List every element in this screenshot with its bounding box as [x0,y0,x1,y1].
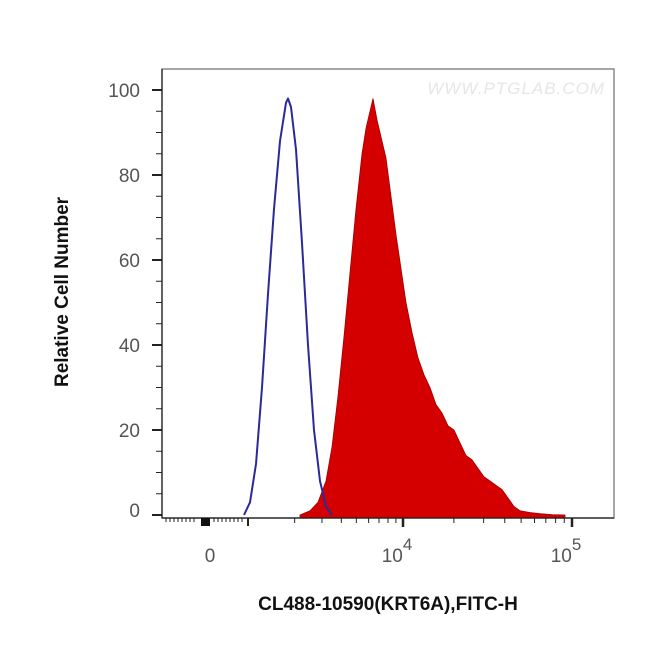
y-axis [152,69,163,518]
x-tick-label-0: 0 [205,546,216,567]
control-histogram-outline [243,97,333,516]
y-tick-label-0: 0 [129,501,140,522]
x-axis-title: CL488-10590(KRT6A),FITC-H [258,594,518,615]
x-axis: 0 104 105 [162,517,614,567]
y-axis-title: Relative Cell Number [52,196,73,387]
y-tick-label-20: 20 [119,421,140,442]
series-layer [243,97,566,519]
y-tick-label-60: 60 [119,251,140,272]
y-tick-labels: 100 80 60 40 20 0 [108,81,140,522]
y-tick-label-100: 100 [108,81,140,102]
x-tick-label-10e5: 105 [551,535,582,567]
zero-marker [201,518,210,526]
x-tick-label-10e4: 104 [382,535,413,567]
y-tick-label-80: 80 [119,166,140,187]
y-tick-label-40: 40 [119,336,140,357]
watermark: WWW.PTGLAB.COM [427,79,605,98]
sample-histogram-filled [299,98,566,519]
